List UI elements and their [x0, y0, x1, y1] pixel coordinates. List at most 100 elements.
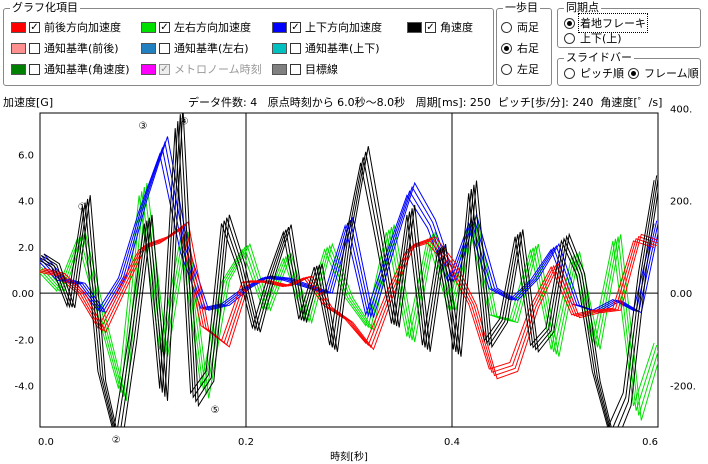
series-3-trace-2 [41, 114, 658, 427]
slider-option-0[interactable]: ピッチ順 [564, 65, 624, 81]
color-swatch[interactable] [11, 42, 26, 54]
plot-frame [39, 112, 659, 428]
series-0-trace-1 [40, 226, 657, 373]
radio-button[interactable] [501, 63, 512, 75]
annotation-2: ② [112, 435, 121, 446]
graph-item-label: 通知基準(前後) [44, 42, 119, 55]
series-2-trace-0 [40, 152, 655, 317]
radio-button[interactable] [564, 17, 575, 29]
color-swatch[interactable] [141, 21, 156, 33]
y2-tick-label: -200. [670, 381, 696, 392]
color-swatch[interactable] [141, 42, 156, 54]
series-3-trace-0 [40, 128, 655, 427]
checkbox[interactable] [425, 21, 436, 33]
graph-item-label: 左右方向加速度 [174, 21, 251, 34]
graph-items-title: グラフ化項目 [10, 1, 80, 15]
graph-item-0-2[interactable]: 上下方向加速度 [272, 19, 382, 35]
radio-label: 右足 [517, 42, 539, 55]
graph-item-2-2[interactable]: 目標線 [272, 61, 338, 77]
sync-point-title: 同期点 [564, 1, 601, 15]
checkbox[interactable] [29, 42, 40, 54]
y-tick-label: 2.0 [18, 243, 34, 254]
radio-label: 両足 [517, 21, 539, 34]
y-tick-label: 0.00 [12, 289, 34, 300]
graph-item-label: 通知基準(角速度) [44, 63, 130, 76]
series-0-trace-0 [40, 229, 655, 370]
info-bar: 加速度[G] データ件数: 4 原点時刻から 6.0秒～8.0秒 周期[ms]:… [0, 94, 708, 109]
x-tick-label: 0.4 [444, 437, 460, 448]
graph-item-0-3[interactable]: 角速度 [407, 19, 473, 35]
step-option-0[interactable]: 両足 [501, 19, 539, 35]
slider-bar-group: スライドバー ピッチ順 フレーム順 [557, 51, 701, 86]
series-0-trace-2 [41, 223, 658, 377]
axis-ticks: 0.0 0.2 0.4 0.66.04.02.00.00-2.0-4.0400.200… [12, 104, 696, 448]
slider-option-1[interactable]: フレーム順 [628, 65, 699, 81]
x-tick-label: 0.6 [642, 437, 658, 448]
step-option-1[interactable]: 右足 [501, 40, 539, 56]
graph-item-label: 前後方向加速度 [44, 21, 121, 34]
graph-item-1-2[interactable]: 通知基準(上下) [272, 40, 380, 56]
series-2-trace-2 [40, 140, 658, 319]
first-step-group: 一歩目 両足 右足 左足 [496, 1, 552, 86]
series-2-trace-3 [43, 136, 658, 318]
y-tick-label: 6.0 [18, 151, 34, 162]
checkbox[interactable] [290, 21, 301, 33]
grid-lines [40, 113, 658, 427]
series-1-trace-0 [40, 195, 655, 407]
checkbox[interactable] [29, 21, 40, 33]
graph-item-0-1[interactable]: 左右方向加速度 [141, 19, 251, 35]
graph-item-1-0[interactable]: 通知基準(前後) [11, 40, 119, 56]
checkbox[interactable] [290, 42, 301, 54]
y-axis-label: 加速度[G] [3, 96, 54, 109]
color-swatch[interactable] [272, 42, 287, 54]
radio-label: 上下(上) [580, 32, 622, 45]
radio-button[interactable] [628, 67, 639, 79]
radio-button[interactable] [564, 32, 575, 44]
color-swatch[interactable] [11, 21, 26, 33]
clipped-series [40, 113, 658, 427]
slider-bar-title: スライドバー [564, 51, 634, 65]
y-tick-label: -4.0 [14, 381, 34, 392]
color-swatch[interactable] [407, 21, 422, 33]
radio-label: 着地フレーキ [578, 13, 648, 33]
graph-item-label: 通知基準(左右) [174, 42, 249, 55]
checkbox[interactable] [290, 63, 301, 75]
checkbox[interactable] [159, 21, 170, 33]
x-tick-label: 0.2 [238, 437, 254, 448]
series-1-trace-3 [43, 182, 658, 421]
series-lines [40, 113, 658, 427]
radio-label: ピッチ順 [580, 67, 624, 80]
checkbox [159, 63, 170, 75]
radio-button[interactable] [501, 42, 512, 54]
series-0-trace-3 [43, 221, 658, 380]
x-axis-label: 時刻[秒] [330, 450, 368, 463]
checkbox[interactable] [29, 63, 40, 75]
graph-item-1-1[interactable]: 通知基準(左右) [141, 40, 249, 56]
sync-option-0[interactable]: 着地フレーキ [564, 13, 648, 33]
graph-item-2-1: メトロノーム時刻 [141, 61, 262, 77]
graph-item-0-0[interactable]: 前後方向加速度 [11, 19, 121, 35]
sync-point-group: 同期点 着地フレーキ 上下(上) [557, 1, 701, 48]
color-swatch[interactable] [272, 63, 287, 75]
y2-tick-label: 0.00 [670, 289, 692, 300]
graph-item-label: 目標線 [305, 63, 338, 76]
color-swatch[interactable] [272, 21, 287, 33]
radio-button[interactable] [501, 21, 512, 33]
sync-option-1[interactable]: 上下(上) [564, 30, 622, 46]
series-1-trace-1 [40, 191, 658, 411]
series-3-trace-3 [43, 113, 658, 427]
radio-button[interactable] [564, 67, 575, 79]
graph-item-2-0[interactable]: 通知基準(角速度) [11, 61, 130, 77]
color-swatch[interactable] [141, 63, 156, 75]
checkbox[interactable] [159, 42, 170, 54]
step-option-2[interactable]: 左足 [501, 61, 539, 77]
series-1-trace-2 [40, 187, 658, 416]
color-swatch[interactable] [11, 63, 26, 75]
y2-tick-label: 200. [670, 197, 692, 208]
series-3-trace-1 [40, 121, 658, 427]
series-2-trace-1 [40, 146, 658, 318]
x-tick-label: 0.0 [38, 437, 54, 448]
graph-item-label: 上下方向加速度 [305, 21, 382, 34]
graph-item-label: 角速度 [440, 21, 473, 34]
annotation-1: ① [78, 202, 87, 213]
